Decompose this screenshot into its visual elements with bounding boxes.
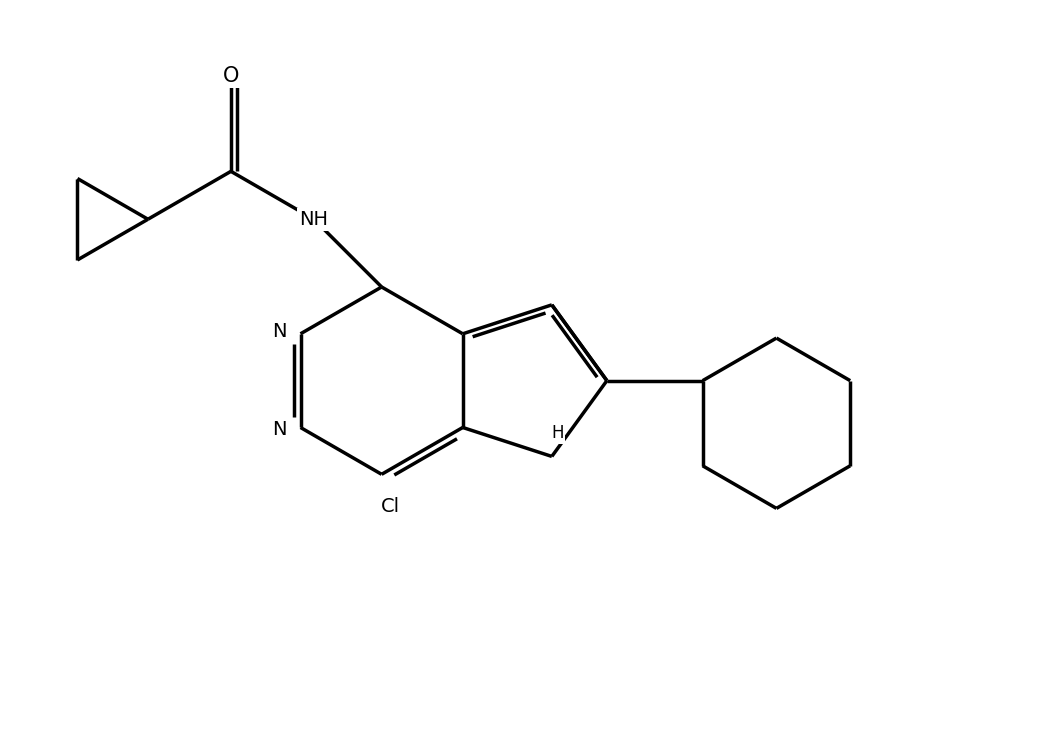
Text: H: H <box>551 424 564 442</box>
Text: N: N <box>272 420 286 439</box>
Text: Cl: Cl <box>381 497 399 516</box>
Text: O: O <box>223 66 239 86</box>
Text: NH: NH <box>300 209 329 229</box>
Text: N: N <box>272 322 286 341</box>
